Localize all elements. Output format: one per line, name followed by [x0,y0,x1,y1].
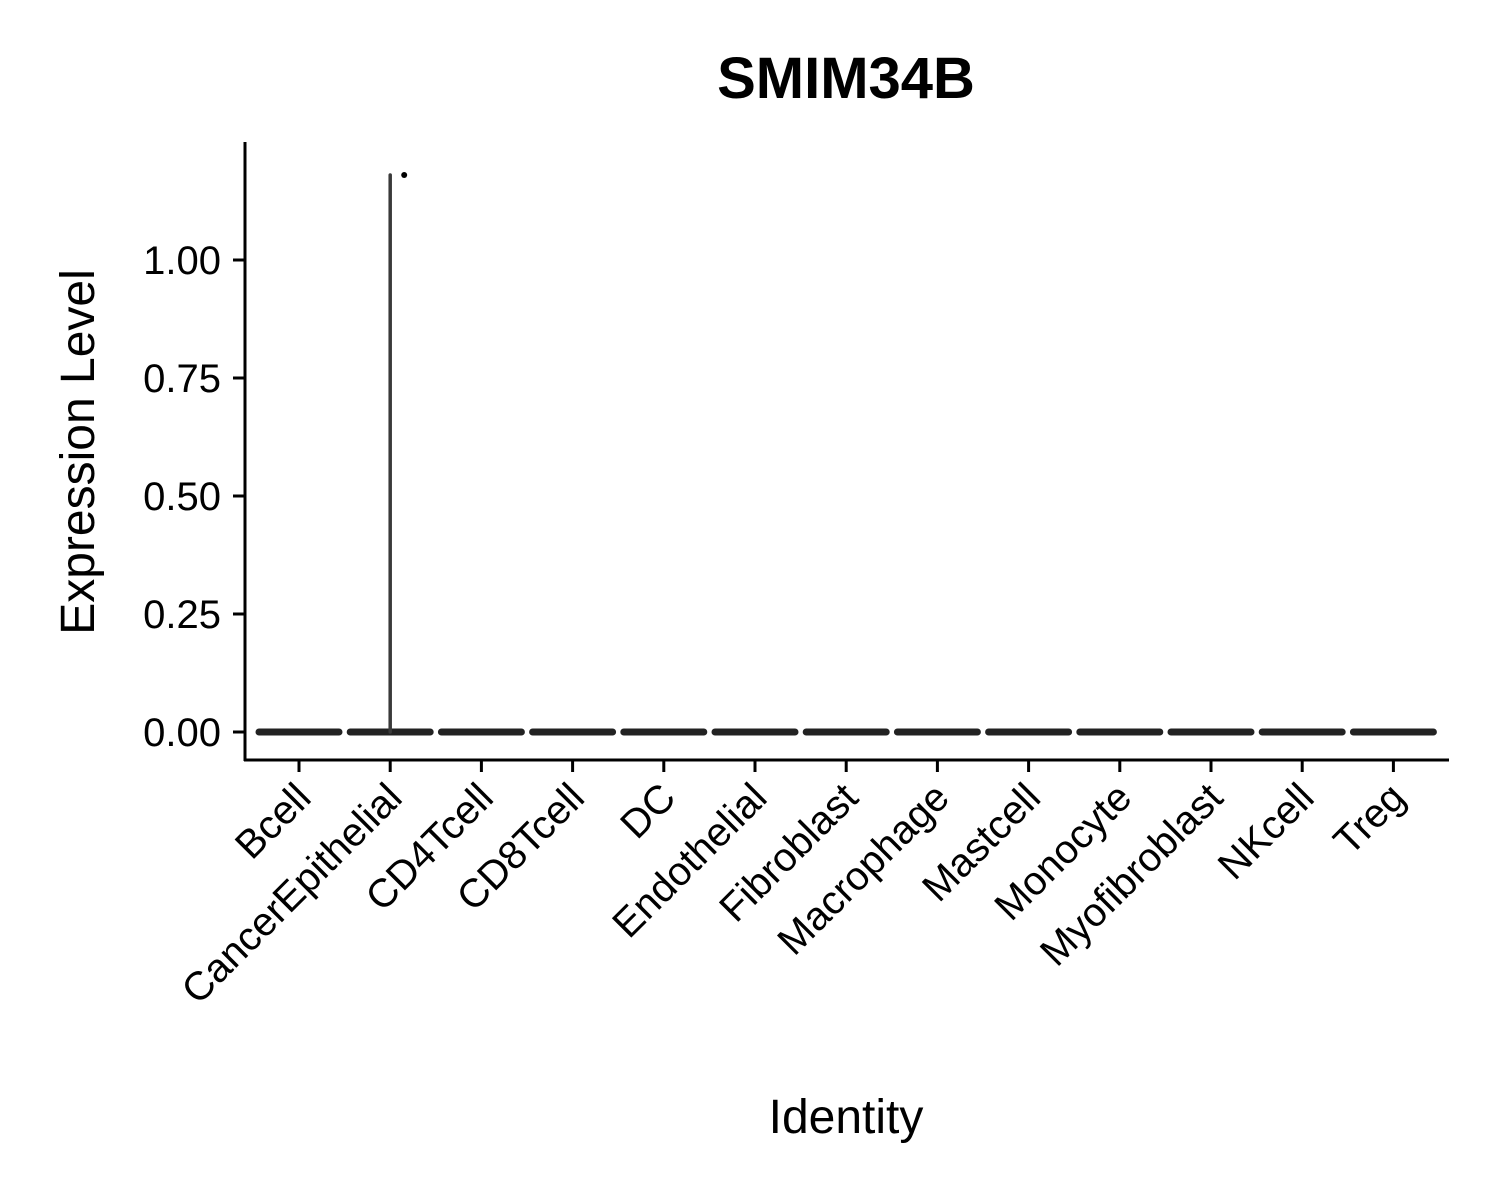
y-tick-label: 0.50 [143,475,221,519]
y-tick-label: 1.00 [143,239,221,283]
y-tick-label: 0.25 [143,593,221,637]
chart-title: SMIM34B [717,46,975,111]
data-point [401,172,408,179]
y-tick-label: 0.00 [143,711,221,755]
x-tick-label: NKcell [1210,775,1323,888]
y-tick-label: 0.75 [143,357,221,401]
x-tick-label: DC [612,775,684,847]
x-tick-label: Treg [1326,775,1414,863]
y-axis-ticks: 0.00 0.25 0.50 0.75 1.00 [143,239,245,755]
x-axis-title: Identity [769,1091,924,1144]
violin-marks [255,172,1437,736]
y-axis-title: Expression Level [52,269,105,635]
